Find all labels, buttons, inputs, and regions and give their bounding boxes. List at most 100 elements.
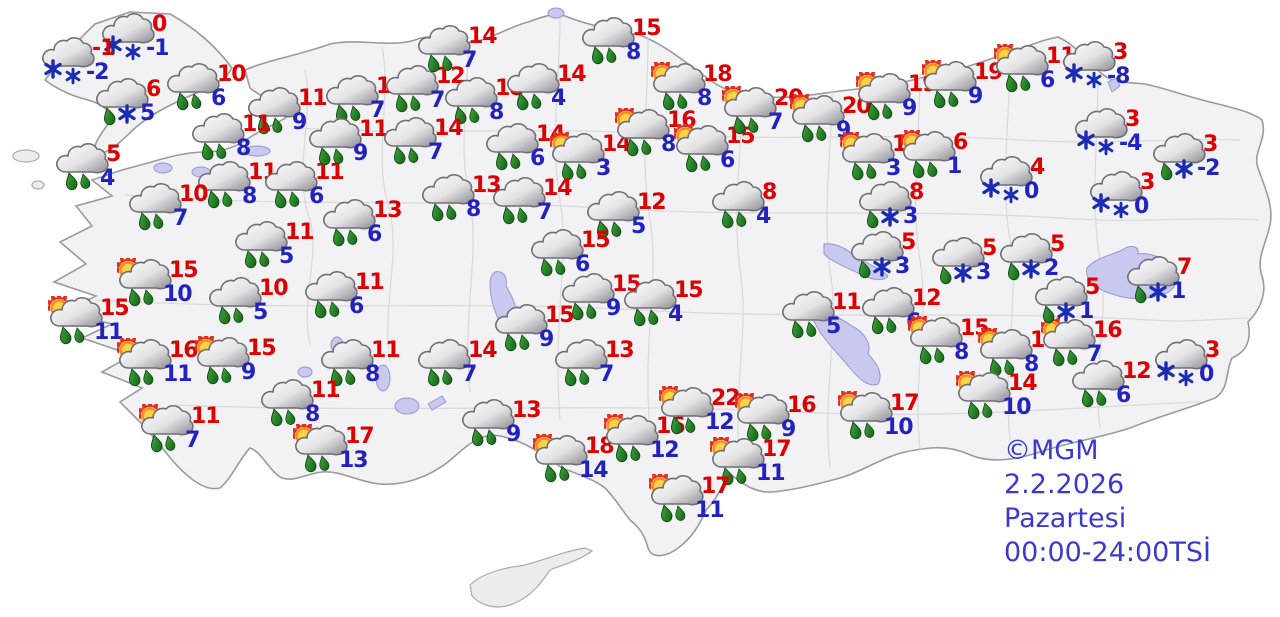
low-temp: 7 bbox=[462, 362, 477, 387]
low-temp: 0 bbox=[1199, 362, 1214, 387]
weather-station: 20 7 bbox=[722, 86, 804, 138]
weather-station: 13 7 bbox=[553, 338, 635, 390]
weather-station: 15 6 bbox=[529, 228, 611, 280]
low-temp: 6 bbox=[1116, 383, 1131, 408]
weather-station: 11 9 bbox=[307, 117, 389, 169]
high-temp: 5 bbox=[106, 142, 121, 167]
weather-station: 10 6 bbox=[165, 62, 247, 114]
low-temp: 9 bbox=[606, 296, 621, 321]
low-temp: 14 bbox=[579, 458, 609, 483]
low-temp: 1 bbox=[1171, 279, 1186, 304]
low-temp: 6 bbox=[211, 86, 226, 111]
weather-station: 11 8 bbox=[319, 338, 401, 390]
weather-station: 11 9 bbox=[246, 86, 328, 138]
lake-ataturk bbox=[810, 305, 881, 386]
high-temp: 10 bbox=[259, 276, 289, 301]
high-temp: 18 bbox=[585, 434, 615, 459]
high-temp: 11 bbox=[832, 290, 862, 315]
high-temp: 6 bbox=[146, 77, 161, 102]
low-temp: 13 bbox=[339, 448, 369, 473]
low-temp: 8 bbox=[236, 136, 251, 161]
day-text: Pazartesi bbox=[1004, 503, 1127, 534]
weather-station: 17 11 bbox=[649, 474, 731, 526]
low-temp: 12 bbox=[650, 438, 680, 463]
low-temp: 9 bbox=[902, 96, 917, 121]
high-temp: 15 bbox=[612, 272, 642, 297]
lake-iznik bbox=[243, 145, 271, 157]
high-temp: 13 bbox=[512, 398, 542, 423]
weather-station: 11 5 bbox=[233, 220, 315, 272]
high-temp: 17 bbox=[762, 437, 792, 462]
weather-station: 17 10 bbox=[838, 391, 920, 443]
high-temp: 16 bbox=[169, 338, 199, 363]
low-temp: 7 bbox=[537, 200, 552, 225]
high-temp: 11 bbox=[285, 220, 315, 245]
low-temp: 6 bbox=[530, 146, 545, 171]
high-temp: 14 bbox=[602, 132, 632, 157]
island-gokceada bbox=[12, 149, 40, 163]
low-temp: 0 bbox=[1134, 194, 1149, 219]
high-temp: 6 bbox=[953, 130, 968, 155]
low-temp: 5 bbox=[826, 314, 841, 339]
lake-tiny-ne bbox=[1107, 77, 1121, 93]
high-temp: 12 bbox=[436, 64, 466, 89]
high-temp: 13 bbox=[605, 338, 635, 363]
low-temp: -4 bbox=[1119, 131, 1142, 156]
high-temp: 5 bbox=[982, 236, 997, 261]
lake-small-slash bbox=[427, 395, 447, 411]
lake-manyas bbox=[153, 162, 173, 174]
high-temp: 10 bbox=[179, 182, 209, 207]
low-temp: 9 bbox=[292, 110, 307, 135]
weather-station: 11 7 bbox=[139, 404, 221, 456]
high-temp: 15 bbox=[100, 296, 130, 321]
weather-station: 14 3 bbox=[550, 132, 632, 184]
low-temp: 4 bbox=[668, 302, 683, 327]
low-temp: 3 bbox=[895, 254, 910, 279]
weather-station: 14 6 bbox=[484, 122, 566, 174]
high-temp: 15 bbox=[169, 258, 199, 283]
weather-station: 11 8 bbox=[190, 112, 272, 164]
weather-station: -1 -2 bbox=[40, 36, 115, 88]
high-temp: 8 bbox=[762, 180, 777, 205]
low-temp: 7 bbox=[599, 362, 614, 387]
high-temp: 15 bbox=[674, 278, 704, 303]
low-temp: 5 bbox=[253, 300, 268, 325]
high-temp: 16 bbox=[787, 393, 817, 418]
low-temp: 6 bbox=[720, 148, 735, 173]
low-temp: 0 bbox=[1024, 179, 1039, 204]
high-temp: 7 bbox=[1177, 255, 1192, 280]
high-temp: 15 bbox=[247, 336, 277, 361]
low-temp: 11 bbox=[756, 461, 786, 486]
high-temp: 4 bbox=[1030, 155, 1045, 180]
high-temp: 17 bbox=[345, 424, 375, 449]
high-temp: 3 bbox=[1113, 40, 1128, 65]
low-temp: 5 bbox=[140, 101, 155, 126]
low-temp: -2 bbox=[1197, 156, 1220, 181]
high-temp: 5 bbox=[901, 230, 916, 255]
low-temp: 6 bbox=[349, 294, 364, 319]
weather-station: 11 6 bbox=[263, 160, 345, 212]
high-temp: 14 bbox=[543, 176, 573, 201]
low-temp: 5 bbox=[279, 244, 294, 269]
weather-station: 15 11 bbox=[48, 296, 130, 348]
weather-station: 14 10 bbox=[956, 371, 1038, 423]
high-temp: 3 bbox=[1205, 338, 1220, 363]
weather-station: 10 7 bbox=[127, 182, 209, 234]
high-temp: 14 bbox=[468, 24, 498, 49]
low-temp: 8 bbox=[305, 402, 320, 427]
weather-station: 17 11 bbox=[710, 437, 792, 489]
high-temp: 15 bbox=[545, 303, 575, 328]
high-temp: 13 bbox=[472, 173, 502, 198]
weather-station: 3 -2 bbox=[1151, 132, 1220, 184]
lake-aksehir bbox=[297, 366, 313, 378]
low-temp: -1 bbox=[146, 36, 169, 61]
